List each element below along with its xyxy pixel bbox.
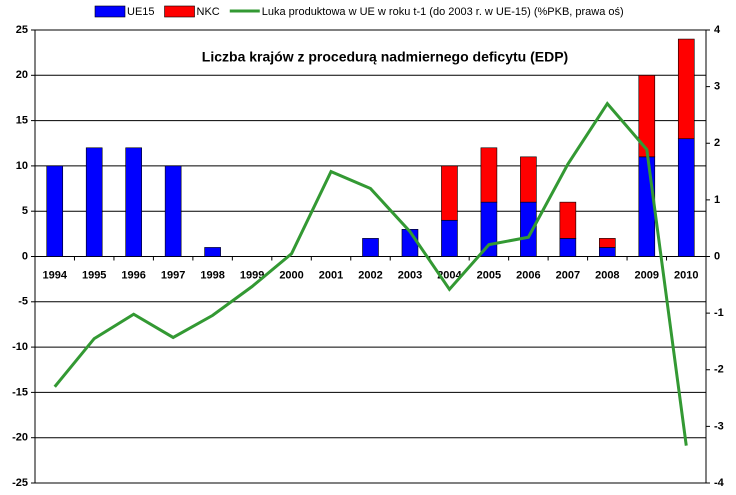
- bar: [480, 201, 498, 257]
- x-tick-label: 2001: [319, 269, 343, 281]
- bar: [125, 147, 142, 257]
- y-tick-label: 20: [16, 69, 28, 81]
- bar: [559, 201, 577, 239]
- y-tick-label: 10: [16, 160, 28, 172]
- y-tick-label: -10: [12, 341, 28, 353]
- x-tick-label: 2007: [556, 269, 580, 281]
- legend-label: UE15: [127, 6, 155, 18]
- chart-title: Liczba krajów z procedurą nadmiernego de…: [202, 49, 568, 65]
- bar: [85, 147, 103, 257]
- y2-tick-label: -4: [714, 477, 725, 489]
- y2-tick-label: 3: [714, 81, 720, 93]
- bar: [164, 165, 182, 257]
- bar: [599, 238, 616, 248]
- x-tick-label: 2010: [674, 269, 698, 281]
- bar: [677, 138, 695, 257]
- line: [53, 101, 688, 446]
- x-tick-label: 2002: [358, 269, 382, 281]
- bar: [520, 156, 537, 203]
- y-tick-label: -5: [18, 296, 28, 308]
- x-tick-label: 1997: [161, 269, 185, 281]
- x-tick-label: 1998: [200, 269, 224, 281]
- bar: [677, 38, 695, 140]
- x-tick-label: 2008: [595, 269, 619, 281]
- legend-label: Luka produktowa w UE w roku t-1 (do 2003…: [262, 6, 624, 18]
- y-tick-label: 0: [22, 250, 28, 262]
- legend-label: NKC: [197, 6, 220, 18]
- y2-tick-label: 4: [714, 24, 721, 36]
- y-tick-label: 25: [16, 24, 28, 36]
- legend-swatch: [94, 5, 126, 18]
- y-tick-label: 5: [22, 205, 28, 217]
- x-tick-label: 1999: [240, 269, 264, 281]
- x-tick-label: 1994: [42, 269, 67, 281]
- bar: [204, 247, 221, 257]
- bar: [599, 247, 616, 257]
- bar: [480, 147, 498, 203]
- y2-tick-label: -1: [714, 307, 724, 319]
- x-tick-label: 2009: [635, 269, 659, 281]
- x-tick-label: 2006: [516, 269, 540, 281]
- bar: [362, 238, 379, 257]
- bar: [441, 165, 458, 221]
- y-tick-label: -25: [12, 477, 28, 489]
- bar: [441, 219, 458, 257]
- y2-tick-label: 0: [714, 250, 720, 262]
- bar: [559, 238, 577, 257]
- bar: [46, 165, 64, 257]
- x-tick-label: 1995: [82, 269, 106, 281]
- x-tick-label: 2005: [477, 269, 501, 281]
- y2-tick-label: 1: [714, 194, 720, 206]
- y2-tick-label: -3: [714, 420, 724, 432]
- x-tick-label: 2003: [398, 269, 422, 281]
- x-tick-label: 2000: [279, 269, 303, 281]
- bar: [638, 156, 656, 257]
- y2-tick-label: -2: [714, 364, 724, 376]
- y2-tick-label: 2: [714, 137, 720, 149]
- y-tick-label: -15: [12, 386, 28, 398]
- legend-swatch: [164, 5, 195, 18]
- x-tick-label: 1996: [121, 269, 145, 281]
- y-tick-label: 15: [16, 115, 28, 127]
- y-tick-label: -20: [12, 432, 28, 444]
